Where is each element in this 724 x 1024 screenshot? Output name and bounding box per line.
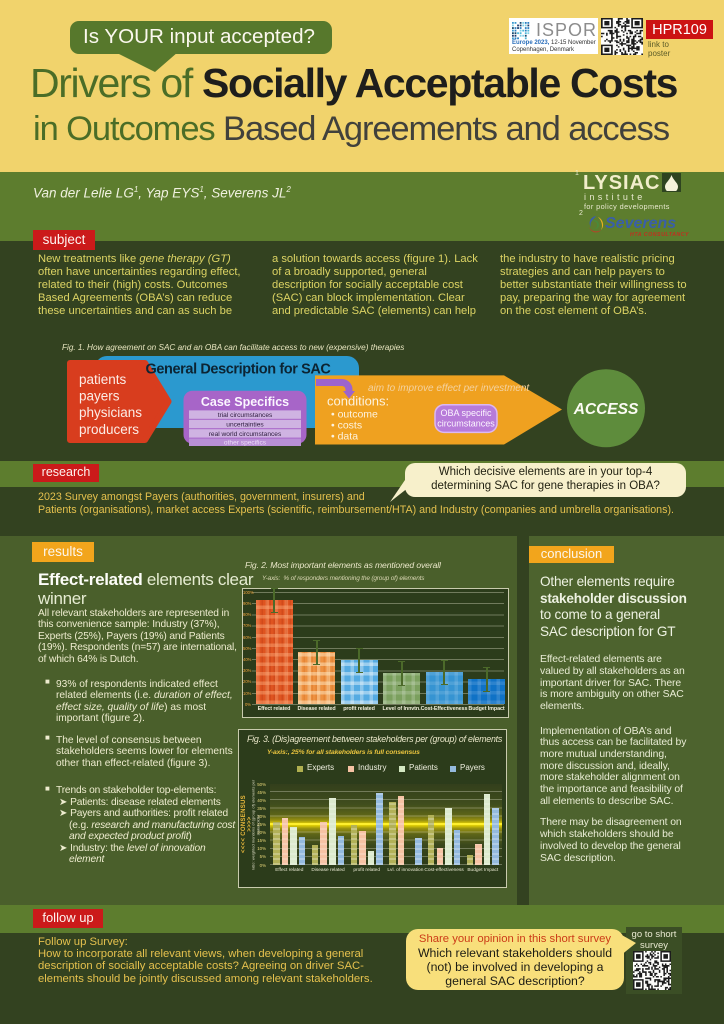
svg-text:trial circumstances: trial circumstances <box>218 412 273 419</box>
svg-text:other specifics: other specifics <box>224 440 267 447</box>
svg-text:General Description for SAC: General Description for SAC <box>146 362 332 378</box>
svg-text:producers: producers <box>79 422 139 437</box>
svg-text:• data: • data <box>331 431 358 443</box>
svg-text:physicians: physicians <box>79 405 142 420</box>
svg-text:aim to improve effect per inve: aim to improve effect per investment <box>368 383 530 394</box>
svg-text:• outcome: • outcome <box>331 409 378 421</box>
svg-text:patients: patients <box>79 372 127 387</box>
svg-text:conditions:: conditions: <box>327 394 389 409</box>
svg-text:• costs: • costs <box>331 420 362 432</box>
svg-text:payers: payers <box>79 389 120 404</box>
svg-text:circumstances: circumstances <box>437 419 495 429</box>
svg-text:uncertainties: uncertainties <box>226 421 264 428</box>
svg-text:real world circumstances: real world circumstances <box>209 431 282 438</box>
svg-text:Case Specifics: Case Specifics <box>201 395 289 409</box>
svg-text:OBA specific: OBA specific <box>440 408 492 418</box>
svg-text:ACCESS: ACCESS <box>573 401 639 418</box>
